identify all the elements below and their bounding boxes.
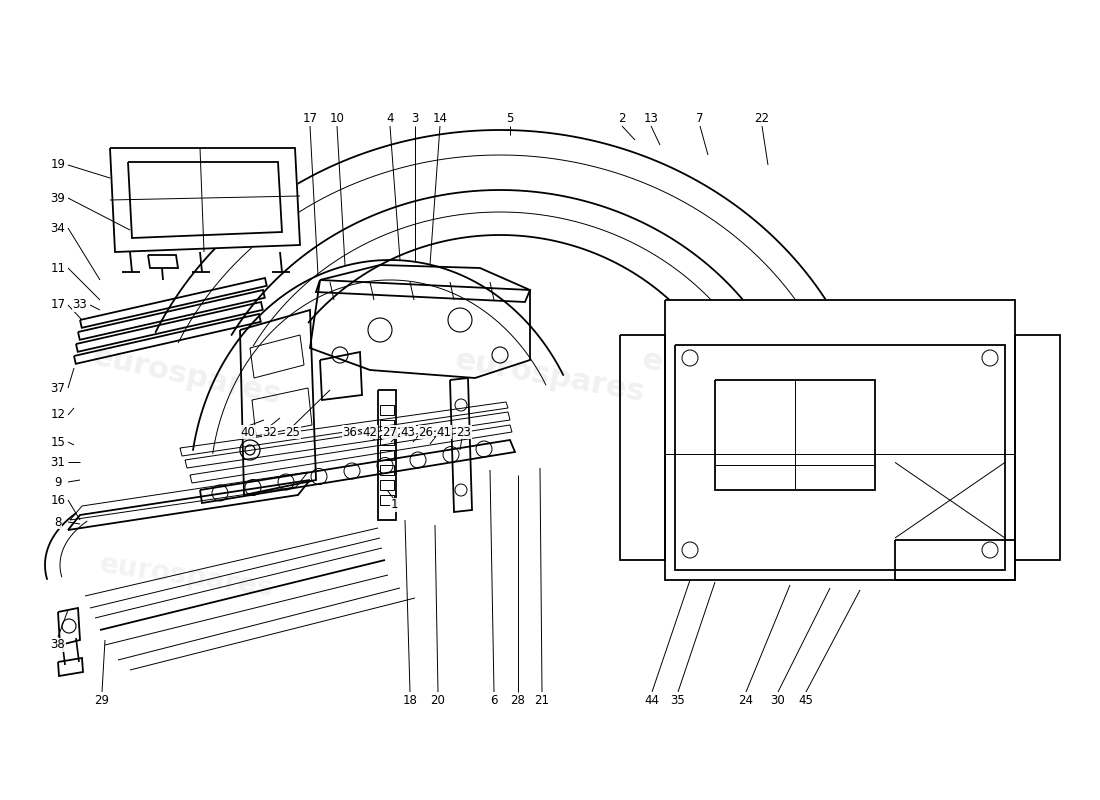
Text: 8: 8 (54, 515, 62, 529)
Text: 30: 30 (771, 694, 785, 706)
Text: 39: 39 (51, 191, 65, 205)
Text: 11: 11 (51, 262, 66, 274)
Text: 24: 24 (738, 694, 754, 706)
Text: 28: 28 (510, 694, 526, 706)
Text: 2: 2 (618, 111, 626, 125)
Text: 13: 13 (644, 111, 659, 125)
Text: eurospares: eurospares (98, 550, 276, 602)
Text: 36: 36 (342, 426, 358, 438)
Text: 17: 17 (302, 111, 318, 125)
Text: 9: 9 (54, 475, 62, 489)
Text: eurospares: eurospares (453, 345, 647, 407)
Text: 26: 26 (418, 426, 433, 438)
Text: eurospares: eurospares (90, 342, 284, 410)
Text: 23: 23 (456, 426, 472, 438)
Text: 18: 18 (403, 694, 417, 706)
Text: 33: 33 (73, 298, 87, 311)
Text: 22: 22 (755, 111, 770, 125)
Text: 38: 38 (51, 638, 65, 651)
Text: 37: 37 (51, 382, 65, 394)
Text: 4: 4 (386, 111, 394, 125)
Text: 1: 1 (390, 498, 398, 511)
Text: 6: 6 (491, 694, 497, 706)
Text: 16: 16 (51, 494, 66, 506)
Text: 21: 21 (535, 694, 550, 706)
Polygon shape (666, 300, 1015, 580)
Text: 42: 42 (363, 426, 377, 438)
Text: 32: 32 (263, 426, 277, 438)
Bar (379, 435, 394, 445)
Text: 12: 12 (51, 409, 66, 422)
Text: 10: 10 (330, 111, 344, 125)
Text: 44: 44 (645, 694, 660, 706)
Text: 19: 19 (51, 158, 66, 171)
Text: 29: 29 (95, 694, 110, 706)
Text: 40: 40 (241, 426, 255, 438)
Text: 25: 25 (286, 426, 300, 438)
Text: 7: 7 (696, 111, 704, 125)
Text: 15: 15 (51, 435, 65, 449)
Text: 17: 17 (51, 298, 66, 311)
Text: 5: 5 (506, 111, 514, 125)
Text: 3: 3 (411, 111, 419, 125)
Text: 43: 43 (400, 426, 416, 438)
Text: eurospares: eurospares (640, 345, 834, 407)
Text: 27: 27 (383, 426, 397, 438)
Text: 35: 35 (671, 694, 685, 706)
Bar (379, 405, 394, 415)
Text: 41: 41 (437, 426, 451, 438)
Bar (379, 465, 394, 475)
Text: 45: 45 (799, 694, 813, 706)
Bar (379, 420, 394, 430)
Bar (379, 495, 394, 505)
Polygon shape (110, 148, 300, 252)
Bar (379, 450, 394, 460)
Text: 14: 14 (432, 111, 448, 125)
Text: 34: 34 (51, 222, 65, 234)
Text: 20: 20 (430, 694, 446, 706)
Bar (379, 480, 394, 490)
Text: 31: 31 (51, 455, 65, 469)
